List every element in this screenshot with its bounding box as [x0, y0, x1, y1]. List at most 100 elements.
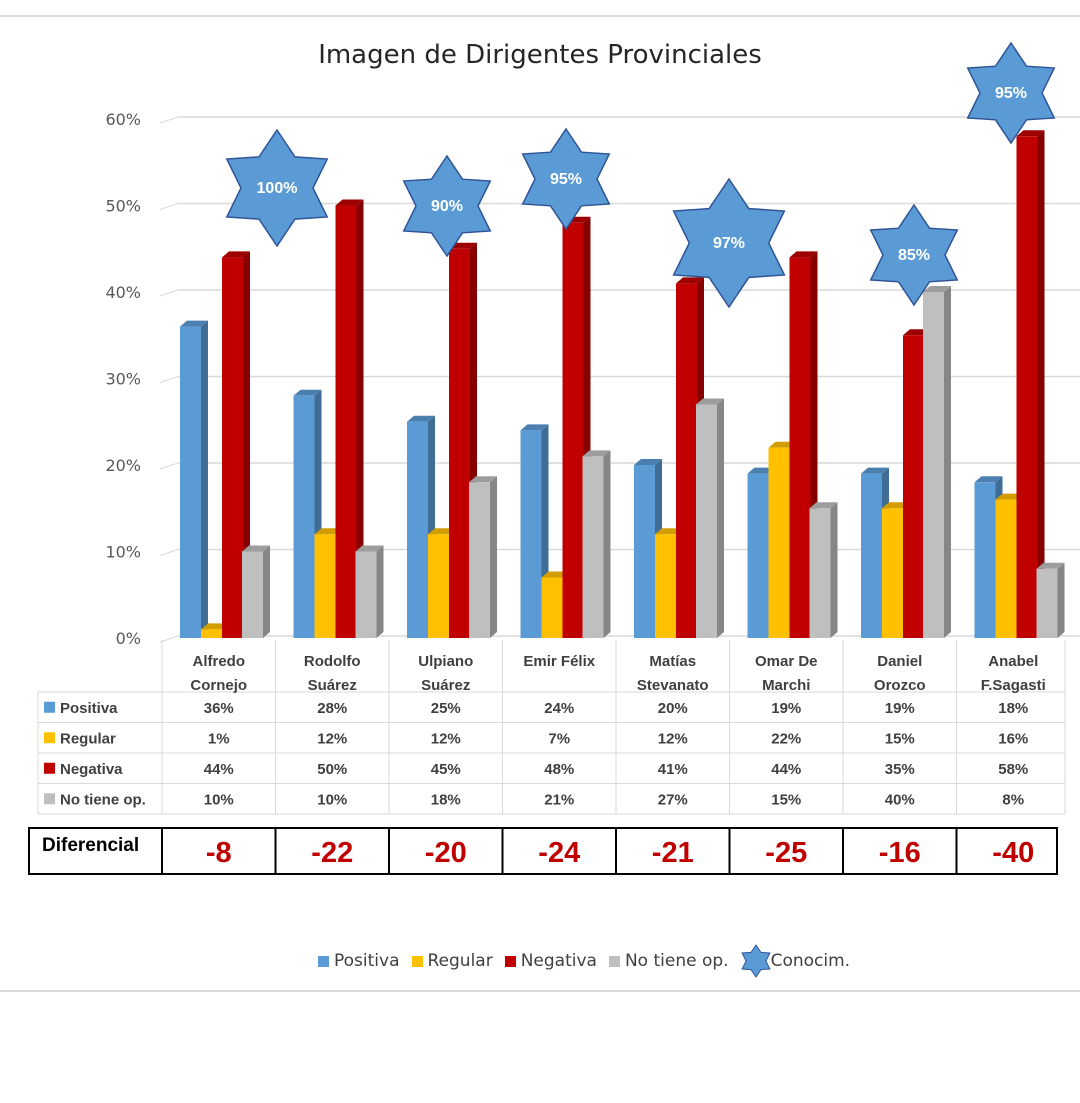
- chart-title: Imagen de Dirigentes Provinciales: [318, 40, 762, 70]
- bar-top-negativa: [222, 251, 250, 258]
- row-legend-key: [44, 732, 55, 744]
- bar-regular: [655, 534, 676, 638]
- y-tick-label: 30%: [105, 370, 141, 389]
- chart-legend: Positiva Regular Negativa No tiene op. Conoc…: [318, 944, 862, 978]
- row-legend-key: [44, 701, 55, 713]
- bar-negativa: [1016, 136, 1038, 639]
- bar-no-tiene-op-: [696, 404, 717, 638]
- bar-side-positiva: [201, 320, 208, 638]
- conocimiento-star-icon: [966, 41, 1056, 145]
- bar-side-no-tiene-op-: [830, 502, 838, 638]
- bar-top-positiva: [634, 459, 662, 465]
- data-label: 8%: [1002, 791, 1024, 808]
- bar-negativa: [335, 205, 357, 638]
- diferencial-value: -25: [765, 837, 807, 869]
- bar-no-tiene-op-: [1036, 568, 1058, 638]
- gridline-depth: [159, 203, 179, 210]
- category-label: Stevanato: [637, 677, 709, 694]
- category-label: Suárez: [308, 677, 357, 694]
- bar-no-tiene-op-: [242, 551, 263, 638]
- data-label: 44%: [771, 761, 801, 778]
- data-label: 12%: [658, 730, 688, 747]
- diferencial-value: -21: [652, 837, 694, 869]
- bar-regular: [995, 499, 1017, 638]
- bar-regular: [882, 508, 903, 638]
- legend-label: No tiene op.: [624, 951, 729, 971]
- bar-side-no-tiene-op-: [490, 476, 497, 638]
- bar-top-positiva: [407, 415, 435, 422]
- conocimiento-label: 95%: [995, 85, 1027, 102]
- legend-item: Conocim.: [740, 944, 850, 978]
- bar-top-no-tiene-op-: [582, 450, 611, 457]
- row-series-name: Regular: [60, 730, 116, 747]
- bar-top-negativa: [335, 199, 364, 206]
- y-tick-label: 20%: [105, 456, 141, 475]
- bar-positiva: [520, 430, 542, 638]
- data-label: 44%: [204, 761, 234, 778]
- data-label: 28%: [317, 700, 347, 717]
- gridline-depth: [159, 462, 179, 470]
- bar-side-negativa: [1037, 130, 1045, 639]
- category-label: Alfredo: [193, 653, 246, 670]
- diferencial-value: -8: [206, 837, 232, 869]
- row-legend-key: [44, 762, 55, 774]
- bar-positiva: [861, 473, 882, 638]
- top-divider: [0, 15, 1080, 17]
- row-legend-key: [44, 793, 55, 805]
- data-label: 48%: [544, 761, 574, 778]
- bar-no-tiene-op-: [355, 551, 377, 638]
- gridline-depth: [159, 289, 179, 297]
- conocimiento-label: 85%: [898, 247, 930, 264]
- legend-label: Regular: [427, 951, 493, 971]
- category-label: Anabel: [988, 653, 1038, 670]
- data-label: 21%: [544, 791, 574, 808]
- bar-negativa: [676, 283, 697, 638]
- bar-positiva: [180, 326, 201, 638]
- bar-positiva: [634, 465, 655, 638]
- bar-side-no-tiene-op-: [1057, 562, 1065, 638]
- legend-item: Negativa: [504, 951, 597, 971]
- data-label: 10%: [317, 791, 347, 808]
- data-label: 7%: [548, 730, 570, 747]
- category-label: Daniel: [877, 653, 922, 670]
- bar-no-tiene-op-: [469, 482, 490, 638]
- bar-negativa: [789, 257, 811, 638]
- data-label: 19%: [771, 700, 801, 717]
- data-label: 10%: [204, 791, 234, 808]
- category-label: Omar De: [755, 653, 818, 670]
- bar-positiva: [293, 395, 315, 638]
- category-label: Marchi: [762, 677, 810, 694]
- bar-side-no-tiene-op-: [263, 545, 270, 638]
- bar-positiva: [407, 421, 428, 638]
- y-tick-label: 0%: [116, 629, 141, 648]
- bar-top-no-tiene-op-: [809, 502, 838, 509]
- data-label: 16%: [998, 730, 1028, 747]
- bar-top-positiva: [180, 320, 208, 327]
- data-label: 50%: [317, 761, 347, 778]
- bar-regular: [541, 577, 563, 638]
- bar-regular: [314, 534, 336, 638]
- bar-top-negativa: [1016, 130, 1045, 137]
- bar-side-no-tiene-op-: [376, 545, 384, 638]
- data-label: 12%: [317, 730, 347, 747]
- category-label: Emir Félix: [523, 653, 595, 670]
- diferencial-value: -22: [311, 837, 353, 869]
- bar-no-tiene-op-: [809, 508, 831, 638]
- bar-side-negativa: [356, 199, 364, 638]
- diferencial-value: -16: [879, 837, 921, 869]
- category-label: Matías: [649, 653, 696, 670]
- bar-top-no-tiene-op-: [923, 286, 951, 292]
- y-tick-label: 10%: [105, 543, 141, 562]
- bar-top-no-tiene-op-: [1036, 562, 1065, 569]
- conocimiento-star-icon: [521, 127, 611, 231]
- bar-side-no-tiene-op-: [603, 450, 611, 638]
- row-series-name: Negativa: [60, 761, 123, 778]
- bar-top-no-tiene-op-: [355, 545, 384, 552]
- data-label: 18%: [998, 700, 1028, 717]
- category-label: Suárez: [421, 677, 470, 694]
- bottom-divider: [0, 990, 1080, 992]
- bar-positiva: [974, 482, 996, 638]
- data-label: 40%: [885, 791, 915, 808]
- conocimiento-label: 100%: [257, 180, 298, 197]
